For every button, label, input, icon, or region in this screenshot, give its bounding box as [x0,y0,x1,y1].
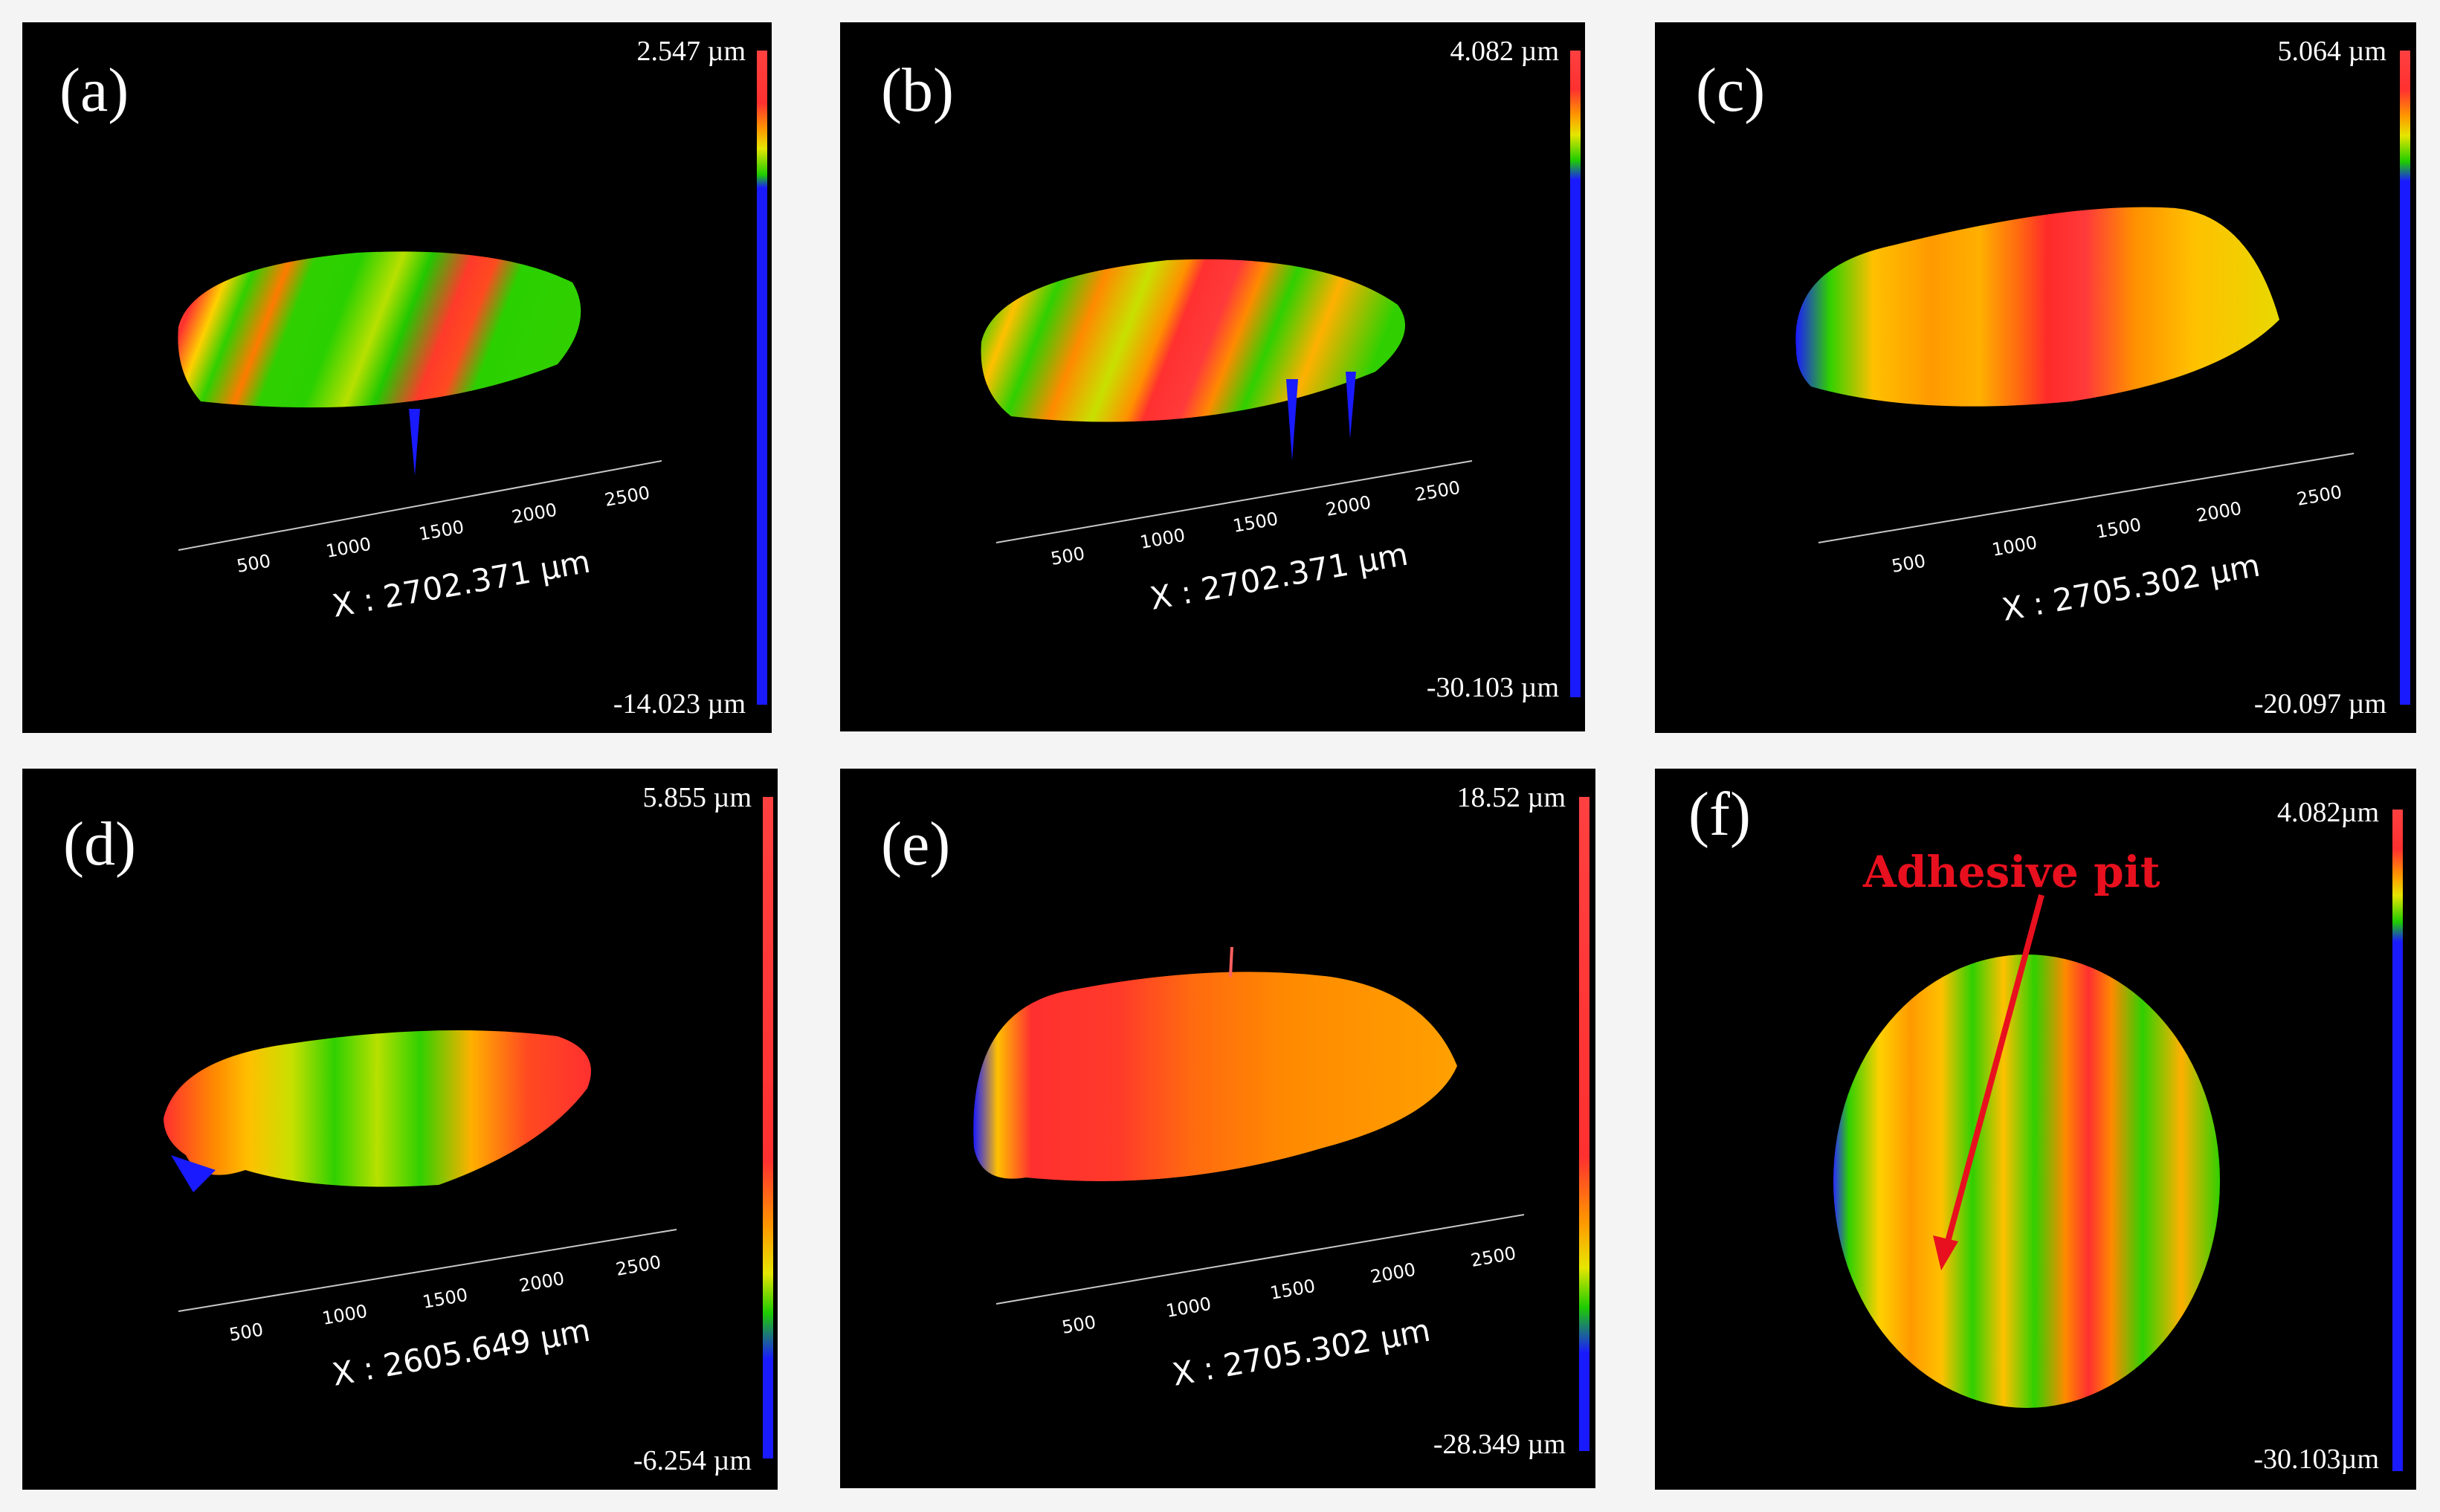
panel-d: 500 1000 1500 2000 2500 X : 2605.649 µm … [22,769,778,1490]
tick-label: 2500 [2295,482,2343,510]
surface-plot-b: 500 1000 1500 2000 2500 X : 2702.371 µm [981,259,1473,617]
panel-e: 500 1000 1500 2000 2500 X : 2705.302 µm … [840,769,1595,1488]
panel-label: (f) [1688,780,1751,849]
x-readout: X : 2605.649 µm [329,1312,593,1393]
tick-label: 500 [227,1319,265,1345]
surface-plot-d: 500 1000 1500 2000 2500 X : 2605.649 µm [164,1030,677,1393]
tick-label: 2500 [614,1252,662,1280]
colorbar [757,51,767,705]
tick-label: 1500 [1268,1276,1317,1304]
panel-label: (d) [63,810,136,879]
adhesive-pit-annotation: Adhesive pit [1863,847,2160,897]
tick-label: 2500 [1413,477,1462,505]
colorbar-min: -28.349 µm [1433,1429,1566,1460]
colorbar-max: 4.082 µm [1450,36,1559,67]
panel-f: (f) Adhesive pit 4.082µm -30.103µm [1655,769,2416,1490]
colorbar-max: 4.082µm [2277,797,2379,828]
panel-label: (b) [881,56,954,125]
x-readout: X : 2702.371 µm [1147,536,1410,617]
panel-label: (e) [881,810,951,879]
tick-label: 2000 [510,500,558,528]
colorbar [2400,51,2410,705]
panel-b: 500 1000 1500 2000 2500 X : 2702.371 µm … [840,22,1585,731]
colorbar-min: -30.103µm [2253,1444,2379,1475]
colorbar-max: 5.064 µm [2277,36,2386,67]
tick-label: 1000 [1138,525,1187,553]
surface-plot-e: 500 1000 1500 2000 2500 X : 2705.302 µm [973,946,1525,1393]
tick-label: 500 [1060,1311,1097,1338]
tick-label: 500 [1890,550,1927,577]
tick-label: 1000 [1990,532,2039,560]
colorbar-max: 2.547 µm [636,36,746,67]
x-readout: X : 2705.302 µm [1999,547,2262,628]
colorbar-min: -20.097 µm [2253,688,2386,720]
tick-label: 2500 [1469,1243,1517,1271]
colorbar-min: -6.254 µm [633,1445,752,1476]
x-readout: X : 2702.371 µm [329,543,593,624]
tick-label: 2500 [603,482,651,511]
tick-label: 1500 [421,1285,469,1313]
panel-c: 500 1000 1500 2000 2500 X : 2705.302 µm … [1655,22,2416,733]
colorbar [1570,51,1581,697]
tick-label: 2000 [1369,1259,1417,1288]
colorbar-min: -14.023 µm [613,688,746,720]
colorbar-min: -30.103 µm [1426,672,1559,703]
tick-label: 500 [1049,543,1086,569]
colorbar-max: 18.52 µm [1456,782,1566,813]
tick-label: 1000 [1164,1293,1213,1322]
colorbar [763,797,773,1458]
tick-label: 1000 [324,534,372,562]
x-readout: X : 2705.302 µm [1169,1312,1433,1393]
tick-label: 1500 [1231,508,1279,537]
tick-label: 2000 [517,1268,566,1296]
panel-label: (a) [59,56,129,125]
tick-label: 2000 [2195,498,2243,526]
panel-a: 500 1000 1500 2000 2500 X : 2702.371 µm … [22,22,772,733]
panel-label: (c) [1696,56,1766,125]
surface-plot-c: 500 1000 1500 2000 2500 X : 2705.302 µm [1795,207,2355,628]
surface-plot-f [1833,894,2220,1408]
colorbar [1579,797,1589,1451]
surface-plot-a: 500 1000 1500 2000 2500 X : 2702.371 µm [178,251,662,624]
tick-label: 1500 [417,517,465,545]
tick-label: 1000 [320,1301,369,1329]
colorbar-max: 5.855 µm [642,782,752,813]
tick-label: 500 [235,550,272,577]
tick-label: 1500 [2094,514,2143,543]
colorbar [2392,810,2403,1471]
tick-label: 2000 [1324,492,1372,520]
